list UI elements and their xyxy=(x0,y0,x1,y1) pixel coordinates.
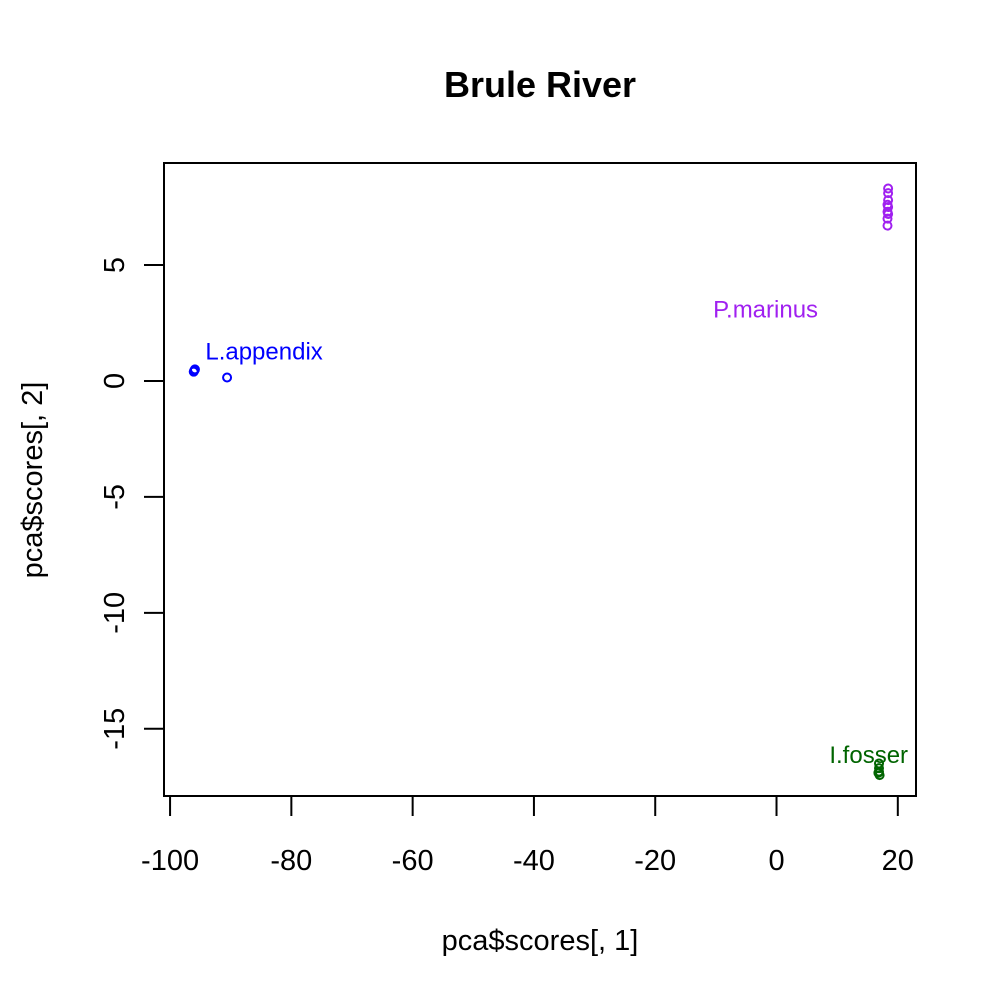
x-axis-label: pca$scores[, 1] xyxy=(442,925,639,957)
y-tick-label: -5 xyxy=(99,484,131,510)
data-point xyxy=(883,209,894,220)
data-point xyxy=(874,763,885,774)
y-tick-label: 5 xyxy=(99,257,131,273)
group-label: L.appendix xyxy=(205,338,322,365)
data-point xyxy=(222,372,233,383)
x-tick-label: -40 xyxy=(513,845,555,877)
data-point xyxy=(189,364,200,375)
y-tick-label: 0 xyxy=(99,373,131,389)
y-axis: -15 -10 -5 0 5 xyxy=(99,257,165,750)
x-tick-label: 0 xyxy=(768,845,784,877)
group-label: P.marinus xyxy=(713,297,818,324)
data-point xyxy=(873,767,884,778)
data-point xyxy=(883,183,894,194)
y-tick-label: -15 xyxy=(99,708,131,750)
data-point xyxy=(883,195,894,206)
chart-title: Brule River xyxy=(444,64,636,105)
group-labels: L.appendix P.marinus I.fosser xyxy=(205,297,908,769)
x-tick-label: 20 xyxy=(882,845,914,877)
x-tick-label: -20 xyxy=(634,845,676,877)
data-point xyxy=(883,188,894,199)
data-points xyxy=(188,183,894,781)
y-axis-label: pca$scores[, 2] xyxy=(17,382,49,579)
y-tick-label: -10 xyxy=(99,592,131,634)
x-tick-label: -60 xyxy=(392,845,434,877)
x-tick-label: -100 xyxy=(141,845,199,877)
x-axis: -100 -80 -60 -40 -20 0 20 xyxy=(141,795,914,877)
x-tick-label: -80 xyxy=(270,845,312,877)
data-point xyxy=(882,213,893,224)
data-point xyxy=(883,202,894,213)
data-point xyxy=(882,220,893,231)
group-label: I.fosser xyxy=(829,742,908,769)
plot-frame xyxy=(163,162,917,797)
